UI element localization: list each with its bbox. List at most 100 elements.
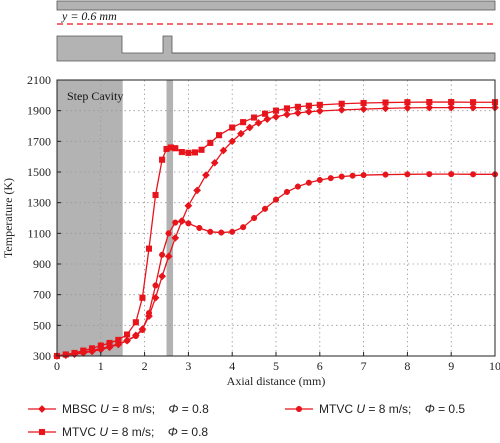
y-axis-label: Temperature (K) (1, 178, 15, 258)
y-tick-label: 1500 (27, 165, 51, 179)
legend-marker (295, 405, 303, 413)
data-point (178, 149, 185, 156)
data-point (185, 220, 192, 227)
data-point (229, 228, 236, 235)
data-point (228, 137, 237, 146)
data-point (198, 146, 205, 153)
data-point (360, 172, 367, 179)
data-point (381, 104, 390, 113)
data-point (178, 218, 185, 225)
data-point (97, 345, 104, 352)
y-tick-label: 1700 (27, 134, 51, 148)
x-tick-label: 3 (185, 359, 191, 373)
data-point (218, 229, 225, 236)
data-point (159, 156, 166, 163)
data-point (305, 179, 312, 186)
combustor-schematic: y = 0.6 mm (56, 0, 496, 62)
data-point (139, 326, 146, 333)
y-tick-label: 300 (33, 349, 51, 363)
data-point (426, 99, 433, 106)
x-tick-label: 6 (317, 359, 323, 373)
x-tick-label: 4 (229, 359, 235, 373)
schematic-line-label: y = 0.6 mm (61, 9, 117, 23)
data-point (263, 115, 272, 124)
slot-region (166, 80, 174, 356)
x-tick-label: 9 (448, 359, 454, 373)
data-point (196, 224, 203, 232)
data-point (106, 343, 113, 350)
x-tick-label: 2 (142, 359, 148, 373)
data-point (448, 171, 455, 178)
data-point (304, 107, 313, 116)
data-point (171, 233, 180, 242)
data-point (262, 110, 269, 117)
data-point (132, 333, 139, 340)
step-cavity-label: Step Cavity (67, 89, 123, 103)
data-point (132, 319, 139, 326)
data-point (315, 107, 324, 115)
data-point (219, 146, 228, 155)
step-cavity-region (57, 80, 123, 356)
data-point (201, 171, 210, 180)
legend-item: MTVC U = 8 m/s; Φ = 0.8 (28, 425, 208, 439)
data-point (164, 252, 173, 261)
data-point (382, 99, 389, 106)
y-tick-label: 500 (33, 318, 51, 332)
legend-item: MTVC U = 8 m/s; Φ = 0.5 (285, 402, 465, 416)
data-point (210, 158, 219, 167)
data-point (193, 186, 202, 195)
data-point (115, 340, 122, 348)
data-point (251, 214, 258, 222)
data-point (184, 201, 193, 210)
data-point (349, 172, 356, 179)
x-tick-label: 10 (489, 359, 500, 373)
x-tick-label: 1 (98, 359, 104, 373)
data-point (240, 119, 247, 126)
y-tick-label: 1100 (27, 226, 51, 240)
y-tick-label: 900 (33, 257, 51, 271)
plot-area: Step Cavity 0 1 2 3 4 5 6 7 8 9 10 300 500 700 900 110… (1, 73, 500, 388)
data-point (404, 99, 411, 106)
data-point (294, 103, 301, 110)
data-point (338, 100, 345, 107)
data-point (124, 331, 131, 338)
y-tick-label: 2100 (27, 73, 51, 87)
x-axis-ticks: 0 1 2 3 4 5 6 7 8 9 10 (54, 352, 500, 373)
legend: MBSC U = 8 m/s; Φ = 0.8 MTVC U = 8 m/s; Φ… (28, 402, 465, 439)
data-point (80, 349, 87, 356)
data-point (294, 183, 301, 190)
data-point (207, 139, 214, 146)
data-point (152, 191, 159, 199)
data-point (145, 310, 153, 317)
data-point (139, 294, 146, 301)
data-point (237, 129, 245, 138)
data-point (272, 196, 280, 203)
data-point (240, 224, 247, 231)
data-point (185, 149, 192, 156)
data-point (216, 132, 223, 139)
data-point (124, 337, 131, 344)
y-tick-label: 1900 (27, 104, 51, 118)
legend-label: MBSC U = 8 m/s; Φ = 0.8 (62, 402, 209, 416)
data-point (283, 105, 290, 112)
series-3 (53, 171, 499, 360)
data-point (469, 103, 478, 112)
data-point (305, 102, 312, 109)
series-2 (53, 99, 499, 360)
data-point (447, 103, 456, 112)
legend-label: MTVC U = 8 m/s; Φ = 0.5 (319, 402, 465, 416)
data-point (165, 230, 172, 237)
series-group (53, 99, 499, 360)
data-point (293, 109, 302, 117)
data-point (382, 171, 389, 178)
data-point (191, 149, 199, 156)
data-point (360, 99, 367, 107)
x-tick-label: 7 (361, 359, 367, 373)
data-point (404, 171, 411, 178)
data-point (327, 175, 334, 182)
data-point (403, 103, 412, 112)
data-point (316, 176, 323, 184)
legend-marker (38, 405, 46, 413)
data-point (272, 112, 280, 121)
